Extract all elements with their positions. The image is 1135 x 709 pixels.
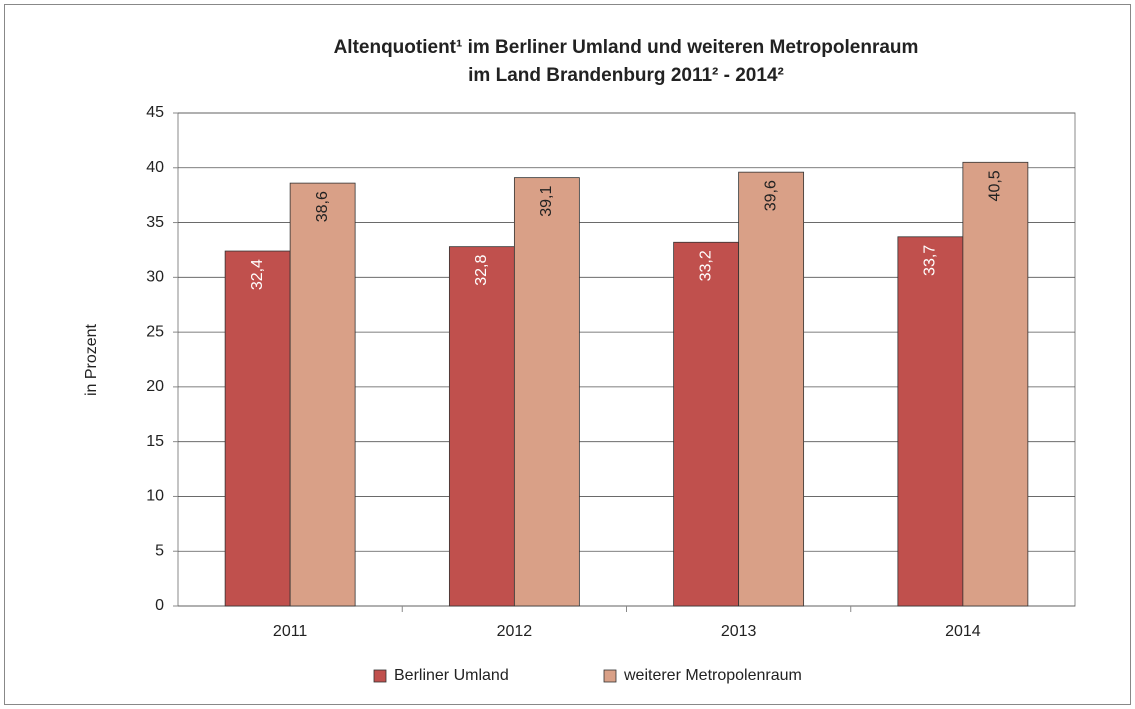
y-tick-label: 45 bbox=[146, 104, 164, 121]
value-label: 38,6 bbox=[314, 191, 331, 222]
chart-title: im Land Brandenburg 2011² - 2014² bbox=[468, 65, 784, 86]
x-tick-label: 2012 bbox=[497, 623, 533, 640]
y-tick-label: 10 bbox=[146, 488, 164, 505]
y-tick-label: 15 bbox=[146, 433, 164, 450]
value-label: 32,4 bbox=[249, 259, 266, 290]
bar bbox=[897, 236, 964, 607]
y-axis-label: in Prozent bbox=[83, 323, 100, 396]
bar bbox=[289, 182, 356, 607]
y-tick-label: 20 bbox=[146, 378, 164, 395]
y-tick-label: 5 bbox=[155, 542, 164, 559]
bar bbox=[224, 250, 291, 607]
bar bbox=[448, 246, 515, 607]
value-label: 39,1 bbox=[538, 186, 555, 217]
legend-swatch bbox=[373, 669, 387, 683]
legend-label: Berliner Umland bbox=[394, 667, 509, 684]
chart-title: Altenquotient¹ im Berliner Umland und we… bbox=[334, 37, 919, 58]
y-tick-label: 40 bbox=[146, 159, 164, 176]
value-label: 40,5 bbox=[987, 170, 1004, 201]
x-tick-label: 2011 bbox=[273, 623, 308, 640]
value-label: 33,7 bbox=[922, 245, 939, 276]
legend-label: weiterer Metropolenraum bbox=[623, 667, 802, 684]
bar bbox=[513, 177, 580, 607]
value-label: 39,6 bbox=[762, 180, 779, 211]
x-tick-label: 2013 bbox=[721, 623, 757, 640]
value-label: 32,8 bbox=[473, 255, 490, 286]
value-label: 33,2 bbox=[697, 250, 714, 281]
bar bbox=[962, 161, 1029, 607]
bar bbox=[738, 171, 805, 607]
y-tick-label: 0 bbox=[155, 597, 164, 614]
y-tick-label: 35 bbox=[146, 214, 164, 231]
y-tick-label: 30 bbox=[146, 269, 164, 286]
y-tick-label: 25 bbox=[146, 323, 164, 340]
legend-swatch bbox=[603, 669, 617, 683]
x-tick-label: 2014 bbox=[945, 623, 981, 640]
bar bbox=[673, 241, 740, 607]
